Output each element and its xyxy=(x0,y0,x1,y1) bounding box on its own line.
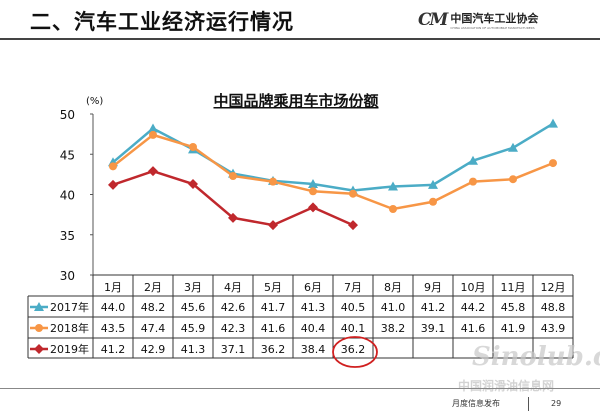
x-tick-label: 1月 xyxy=(104,281,122,294)
table-cell: 43.9 xyxy=(541,322,566,335)
legend-label: 2017年 xyxy=(50,300,89,314)
data-point xyxy=(189,143,197,152)
x-tick-label: 12月 xyxy=(541,281,566,294)
table-cell: 40.5 xyxy=(341,301,366,314)
data-point xyxy=(468,155,478,165)
x-tick-label: 9月 xyxy=(424,281,442,294)
watermark-site: 中国润滑油信息网 xyxy=(458,379,555,393)
chart-title: 中国品牌乘用车市场份额 xyxy=(213,92,378,110)
table-cell: 36.2 xyxy=(341,343,366,356)
x-tick-label: 11月 xyxy=(501,281,526,294)
data-point xyxy=(389,204,397,213)
data-point xyxy=(509,175,517,184)
table-cell: 41.7 xyxy=(261,301,286,314)
table-cell: 41.6 xyxy=(261,322,286,335)
table-cell: 45.9 xyxy=(181,322,206,335)
table-cell: 41.2 xyxy=(101,343,126,356)
table-cell: 36.2 xyxy=(261,343,286,356)
x-tick-label: 6月 xyxy=(304,281,322,294)
table-cell: 45.8 xyxy=(501,301,526,314)
data-point xyxy=(348,220,358,231)
legend-label: 2018年 xyxy=(50,321,89,335)
data-point xyxy=(429,197,437,206)
table-cell: 38.4 xyxy=(301,343,326,356)
legend-marker xyxy=(34,302,44,311)
logo-subtitle: CHINA ASSOCIATION OF AUTOMOBILE MANUFACT… xyxy=(450,26,535,30)
data-point xyxy=(469,177,477,186)
y-tick-label: 40 xyxy=(60,189,75,203)
x-tick-label: 7月 xyxy=(344,281,362,294)
y-tick-label: 50 xyxy=(60,108,75,122)
data-point xyxy=(109,162,117,171)
footer-separator xyxy=(528,397,529,411)
table-cell: 41.6 xyxy=(461,322,486,335)
data-point xyxy=(508,142,518,152)
x-tick-label: 8月 xyxy=(384,281,402,294)
highlight-circle xyxy=(332,336,378,368)
data-point xyxy=(269,177,277,186)
table-cell: 42.9 xyxy=(141,343,166,356)
data-point xyxy=(228,212,238,223)
data-point xyxy=(388,181,398,191)
table-cell: 41.2 xyxy=(421,301,446,314)
table-cell: 48.8 xyxy=(541,301,566,314)
table-cell: 40.1 xyxy=(341,322,366,335)
table-cell: 44.2 xyxy=(461,301,486,314)
table-cell: 43.5 xyxy=(101,322,126,335)
series-line-2018年 xyxy=(112,133,554,211)
y-tick-label: 45 xyxy=(60,148,75,162)
slide-heading: 二、汽车工业经济运行情况 xyxy=(30,10,294,34)
table-cell: 44.0 xyxy=(101,301,126,314)
data-point xyxy=(268,220,278,231)
legend-marker xyxy=(35,324,43,332)
legend-label: 2019年 xyxy=(50,342,89,356)
data-point xyxy=(148,166,158,177)
header-rule xyxy=(0,38,600,40)
data-point xyxy=(548,118,558,128)
table-cell: 41.9 xyxy=(501,322,526,335)
x-tick-label: 5月 xyxy=(264,281,282,294)
data-point xyxy=(349,189,357,198)
data-point xyxy=(149,130,157,139)
caam-logo: CM 中国汽车工业协会 CHINA ASSOCIATION OF AUTOMOB… xyxy=(418,10,538,30)
x-tick-label: 3月 xyxy=(184,281,202,294)
table-cell: 41.3 xyxy=(301,301,326,314)
table-cell: 38.2 xyxy=(381,322,406,335)
data-point xyxy=(188,179,198,190)
table-cell: 40.4 xyxy=(301,322,326,335)
table-cell: 37.1 xyxy=(221,343,246,356)
table-cell: 39.1 xyxy=(421,322,446,335)
x-tick-label: 4月 xyxy=(224,281,242,294)
table-cell: 42.3 xyxy=(221,322,246,335)
data-point xyxy=(549,159,557,168)
table-cell: 41.3 xyxy=(181,343,206,356)
table-cell: 47.4 xyxy=(141,322,166,335)
x-tick-label: 2月 xyxy=(144,281,162,294)
data-point xyxy=(309,187,317,196)
logo-name: 中国汽车工业协会 xyxy=(450,12,539,25)
watermark-brand: Sinolub.com xyxy=(472,342,600,372)
logo-mark: CM xyxy=(418,10,448,30)
table-cell: 45.6 xyxy=(181,301,206,314)
footer-text: 月度信息发布 xyxy=(452,399,500,408)
data-point xyxy=(308,202,318,213)
data-point xyxy=(108,179,118,190)
footer-rule xyxy=(0,388,600,389)
x-tick-label: 10月 xyxy=(461,281,486,294)
data-point xyxy=(148,123,158,133)
data-point xyxy=(428,179,438,189)
y-tick-label: 35 xyxy=(60,229,75,243)
legend-marker xyxy=(34,344,44,354)
page-number: 29 xyxy=(551,399,562,408)
table-cell: 42.6 xyxy=(221,301,246,314)
table-cell: 41.0 xyxy=(381,301,406,314)
y-tick-label: 30 xyxy=(60,269,75,283)
table-cell: 48.2 xyxy=(141,301,166,314)
data-point xyxy=(229,171,237,180)
y-axis-unit: (%) xyxy=(86,96,103,107)
data-point xyxy=(308,179,318,189)
